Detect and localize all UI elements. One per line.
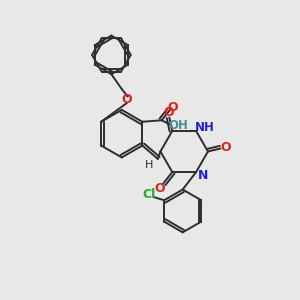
Text: O: O — [154, 182, 165, 195]
Text: Cl: Cl — [143, 188, 156, 201]
Text: O: O — [121, 93, 131, 106]
Text: N: N — [197, 169, 208, 182]
Text: O: O — [164, 106, 174, 119]
Text: NH: NH — [195, 122, 215, 134]
Text: OH: OH — [168, 119, 188, 132]
Text: H: H — [145, 160, 154, 170]
Text: O: O — [220, 140, 231, 154]
Text: O: O — [168, 101, 178, 114]
